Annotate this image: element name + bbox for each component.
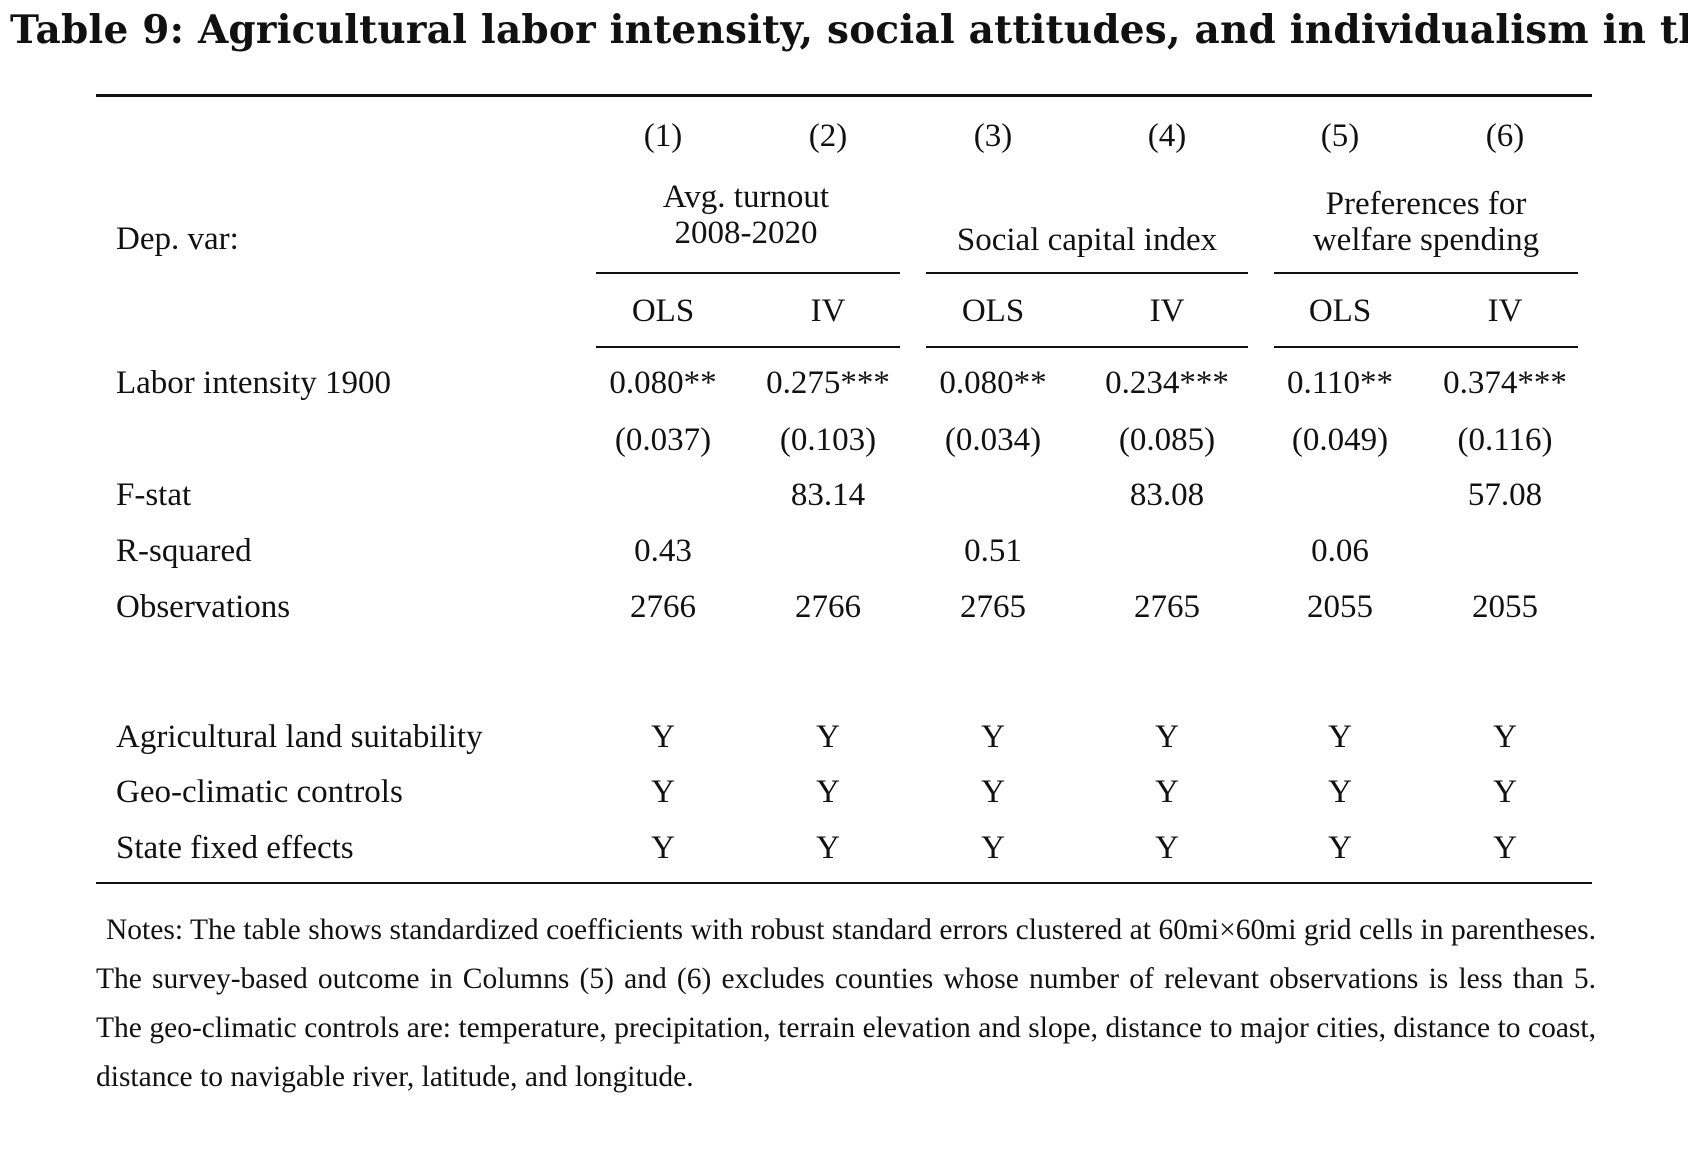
group-rule [926,272,1248,274]
table-cell: (0.103) [779,422,877,458]
table-cell: Y [1493,719,1517,755]
row-label: Labor intensity 1900 [116,365,391,401]
table-cell: Y [981,830,1005,866]
table-cell: Y [1155,719,1179,755]
table-cell: 0.275*** [766,365,890,401]
table-cell: Y [1493,830,1517,866]
table-cell: Y [651,774,675,810]
row-label: Observations [116,589,291,625]
column-number: (6) [1485,118,1525,154]
dep-var-header: Preferences for [1325,186,1527,222]
row-label: Geo-climatic controls [116,774,403,810]
table-cell: Y [651,719,675,755]
dep-var-header: Avg. turnout [662,179,830,215]
table-cell: Y [1328,719,1352,755]
method-label: OLS [961,293,1025,329]
table-cell: 2055 [1307,589,1373,625]
group-rule [1274,272,1578,274]
table-cell: Y [981,774,1005,810]
table-cell: Y [651,830,675,866]
table-cell: 0.06 [1311,533,1369,569]
method-label: IV [810,293,846,329]
table-cell: (0.037) [614,422,712,458]
dep-var-header: Social capital index [956,222,1218,258]
table-cell: (0.116) [1457,422,1553,458]
table-cell: Y [981,719,1005,755]
table-cell: 2055 [1472,589,1538,625]
method-label: IV [1487,293,1523,329]
table-cell: 0.080** [609,365,717,401]
row-label: State fixed effects [116,830,354,866]
table-cell: 0.080** [939,365,1047,401]
dep-var-label: Dep. var: [116,221,239,257]
column-number: (4) [1147,118,1187,154]
table-cell: 0.110** [1286,365,1394,401]
table-title: Table 9: Agricultural labor intensity, s… [10,7,1688,53]
column-number: (3) [973,118,1013,154]
table-cell: Y [816,719,840,755]
column-number: (1) [643,118,683,154]
table-cell: Y [1328,830,1352,866]
table-cell: 83.08 [1129,477,1205,513]
column-number: (5) [1320,118,1360,154]
table-cell: Y [1155,774,1179,810]
table-cell: 2766 [795,589,861,625]
table-cell: 57.08 [1467,477,1543,513]
top-rule [96,94,1592,97]
row-label: R-squared [116,533,252,569]
table-cell: 2765 [1134,589,1200,625]
table-cell: 83.14 [790,477,866,513]
group-rule [1274,346,1578,348]
dep-var-header: 2008-2020 [674,215,818,251]
table-cell: Y [816,774,840,810]
table-notes: Notes: The table shows standardized coef… [96,914,1596,1093]
table-cell: (0.085) [1118,422,1216,458]
table-cell: Y [1155,830,1179,866]
table-cell: (0.034) [944,422,1042,458]
method-label: OLS [1308,293,1372,329]
method-label: IV [1149,293,1185,329]
dep-var-header: welfare spending [1312,222,1540,258]
table-cell: (0.049) [1291,422,1389,458]
method-label: OLS [631,293,695,329]
group-rule [926,346,1248,348]
group-rule [596,272,900,274]
table-cell: 0.51 [964,533,1022,569]
table-cell: Y [816,830,840,866]
table-cell: 2765 [960,589,1026,625]
row-label: F-stat [116,477,192,513]
table-cell: 0.374*** [1443,365,1567,401]
bottom-rule [96,882,1592,884]
table-cell: Y [1493,774,1517,810]
column-number: (2) [808,118,848,154]
table-cell: 2766 [630,589,696,625]
row-label: Agricultural land suitability [116,719,483,755]
table-cell: 0.43 [634,533,692,569]
group-rule [596,346,900,348]
table-cell: Y [1328,774,1352,810]
table-cell: 0.234*** [1105,365,1229,401]
